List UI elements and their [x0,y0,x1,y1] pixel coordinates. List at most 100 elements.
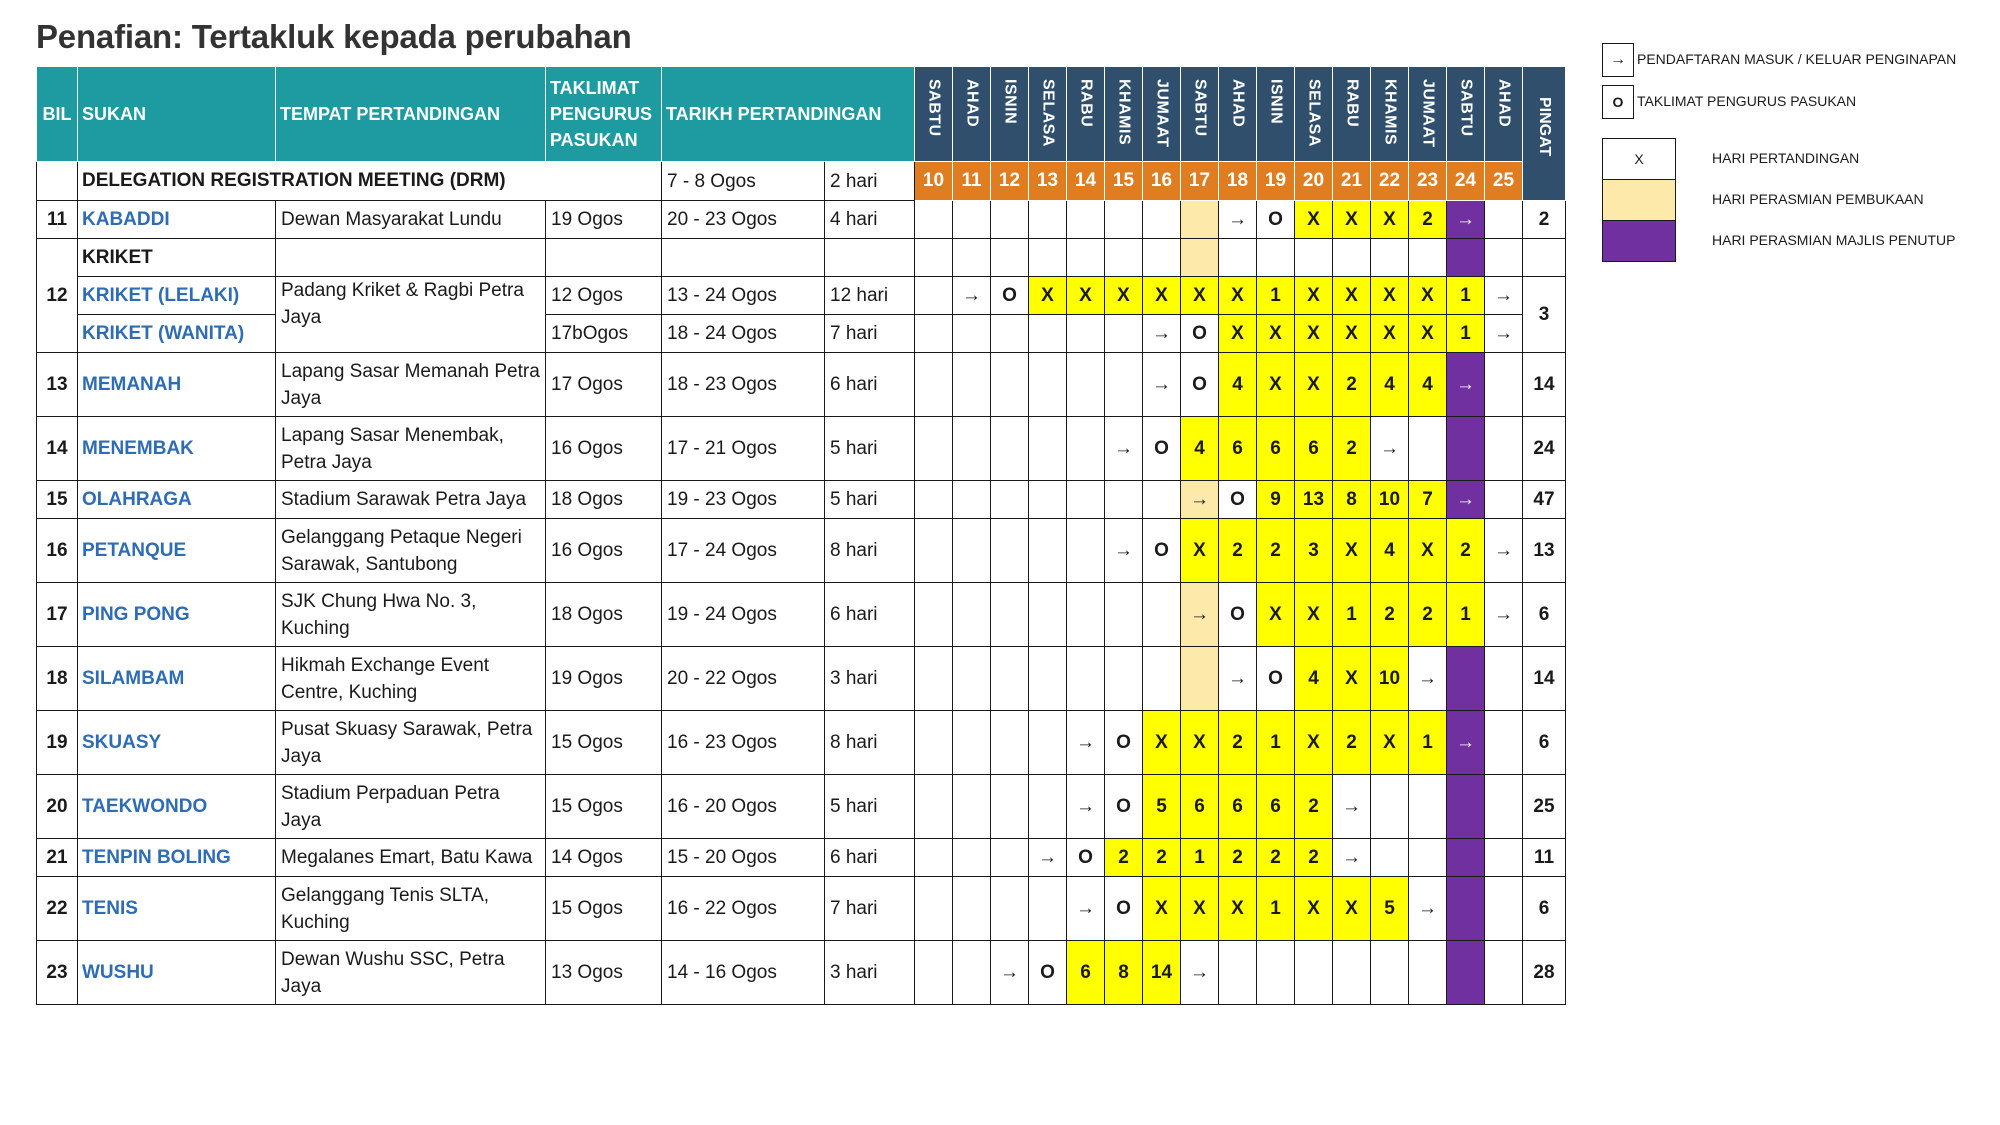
day-header: JUMAAT [1419,79,1437,148]
pingat-cell: 13 [1522,518,1566,583]
taklimat-cell: 15 Ogos [545,710,662,775]
row-bil: 11 [36,200,78,239]
day-cell [1028,352,1067,417]
day-cell [990,238,1029,277]
day-cell: → [1142,314,1181,353]
day-header: AHAD [1495,79,1513,128]
drm-dates: 7 - 8 Ogos [661,161,825,201]
day-cell: → [990,940,1029,1005]
legend-x-box: X [1602,138,1676,180]
day-cell: 2 [1408,200,1447,239]
legend-purple-box [1602,220,1676,262]
day-cell [990,480,1029,519]
day-cell [1104,200,1143,239]
header-pingat: PINGAT [1536,97,1553,157]
day-cell: X [1294,314,1333,353]
day-cell: O [1180,352,1219,417]
taklimat-cell: 17 Ogos [545,352,662,417]
day-cell [1332,940,1371,1005]
day-header: SABTU [925,79,943,137]
day-cell: → [1066,710,1105,775]
day-cell: X [1256,314,1295,353]
day-cell: → [1484,314,1523,353]
day-header: SABTU [1191,79,1209,137]
day-cell [1066,314,1105,353]
header-sukan: SUKAN [77,66,276,162]
dates-cell: 13 - 24 Ogos [661,276,825,315]
day-cell [952,238,991,277]
day-cell: X [1294,352,1333,417]
venue-cell: SJK Chung Hwa No. 3, Kuching [275,582,546,647]
dates-cell: 16 - 20 Ogos [661,774,825,839]
table-row: 13 MEMANAH Lapang Sasar Memanah Petra Jaya… [36,352,1566,417]
legend-o-box: O [1602,85,1634,119]
duration-cell: 4 hari [824,200,915,239]
pingat-cell [1522,238,1566,277]
day-cell: X [1294,582,1333,647]
venue-cell: Pusat Skuasy Sarawak, Petra Jaya [275,710,546,775]
day-cell [990,774,1029,839]
day-cell [1066,582,1105,647]
day-cell: X [1028,276,1067,315]
legend-peach-label: HARI PERASMIAN PEMBUKAAN [1712,191,1924,207]
duration-cell: 3 hari [824,940,915,1005]
day-cell [1142,200,1181,239]
day-header: ISNIN [1267,79,1285,125]
day-cell: 2 [1256,518,1295,583]
day-cell: X [1066,276,1105,315]
day-cell [1180,238,1219,277]
venue-cell: Lapang Sasar Memanah Petra Jaya [275,352,546,417]
day-cell: X [1294,710,1333,775]
day-cell: 2 [1256,838,1295,877]
empty-cell [545,238,662,277]
duration-cell: 6 hari [824,582,915,647]
day-cell [1218,940,1257,1005]
row-bil: 21 [36,838,78,877]
day-header: SABTU [1457,79,1475,137]
date-number: 23 [1408,161,1447,201]
day-cell [1446,838,1485,877]
day-cell: → [1370,416,1409,481]
row-bil: 13 [36,352,78,417]
date-number: 12 [990,161,1029,201]
duration-cell: 5 hari [824,774,915,839]
day-cell: 6 [1218,416,1257,481]
day-cell: 9 [1256,480,1295,519]
date-number: 13 [1028,161,1067,201]
day-cell: → [1446,480,1485,519]
day-cell: X [1104,276,1143,315]
day-cell [1446,876,1485,941]
legend-peach-box [1602,179,1676,221]
sport-name: PING PONG [77,582,276,647]
day-cell: 4 [1370,352,1409,417]
day-cell [914,314,953,353]
venue-cell: Gelanggang Tenis SLTA, Kuching [275,876,546,941]
day-cell: 2 [1294,838,1333,877]
day-cell: X [1408,518,1447,583]
day-cell: O [1256,200,1295,239]
day-cell: 7 [1408,480,1447,519]
day-cell: 3 [1294,518,1333,583]
day-cell [1028,518,1067,583]
row-bil: 23 [36,940,78,1005]
venue-cell: Megalanes Emart, Batu Kawa [275,838,546,877]
day-cell: O [1142,416,1181,481]
day-cell [1028,774,1067,839]
day-cell: O [1142,518,1181,583]
day-cell: 6 [1180,774,1219,839]
day-cell [990,314,1029,353]
dates-cell: 18 - 24 Ogos [661,314,825,353]
day-cell [952,416,991,481]
pingat-cell: 28 [1522,940,1566,1005]
empty-cell [661,238,825,277]
table-row: 11 KABADDI Dewan Masyarakat Lundu 19 Ogos 20… [36,200,1566,239]
day-cell [1066,200,1105,239]
day-cell [952,480,991,519]
day-cell: 10 [1370,646,1409,711]
day-header: SELASA [1039,79,1057,147]
day-cell: → [1408,646,1447,711]
day-cell: X [1256,582,1295,647]
dates-cell: 14 - 16 Ogos [661,940,825,1005]
date-number: 11 [952,161,991,201]
venue-cell: Lapang Sasar Menembak, Petra Jaya [275,416,546,481]
